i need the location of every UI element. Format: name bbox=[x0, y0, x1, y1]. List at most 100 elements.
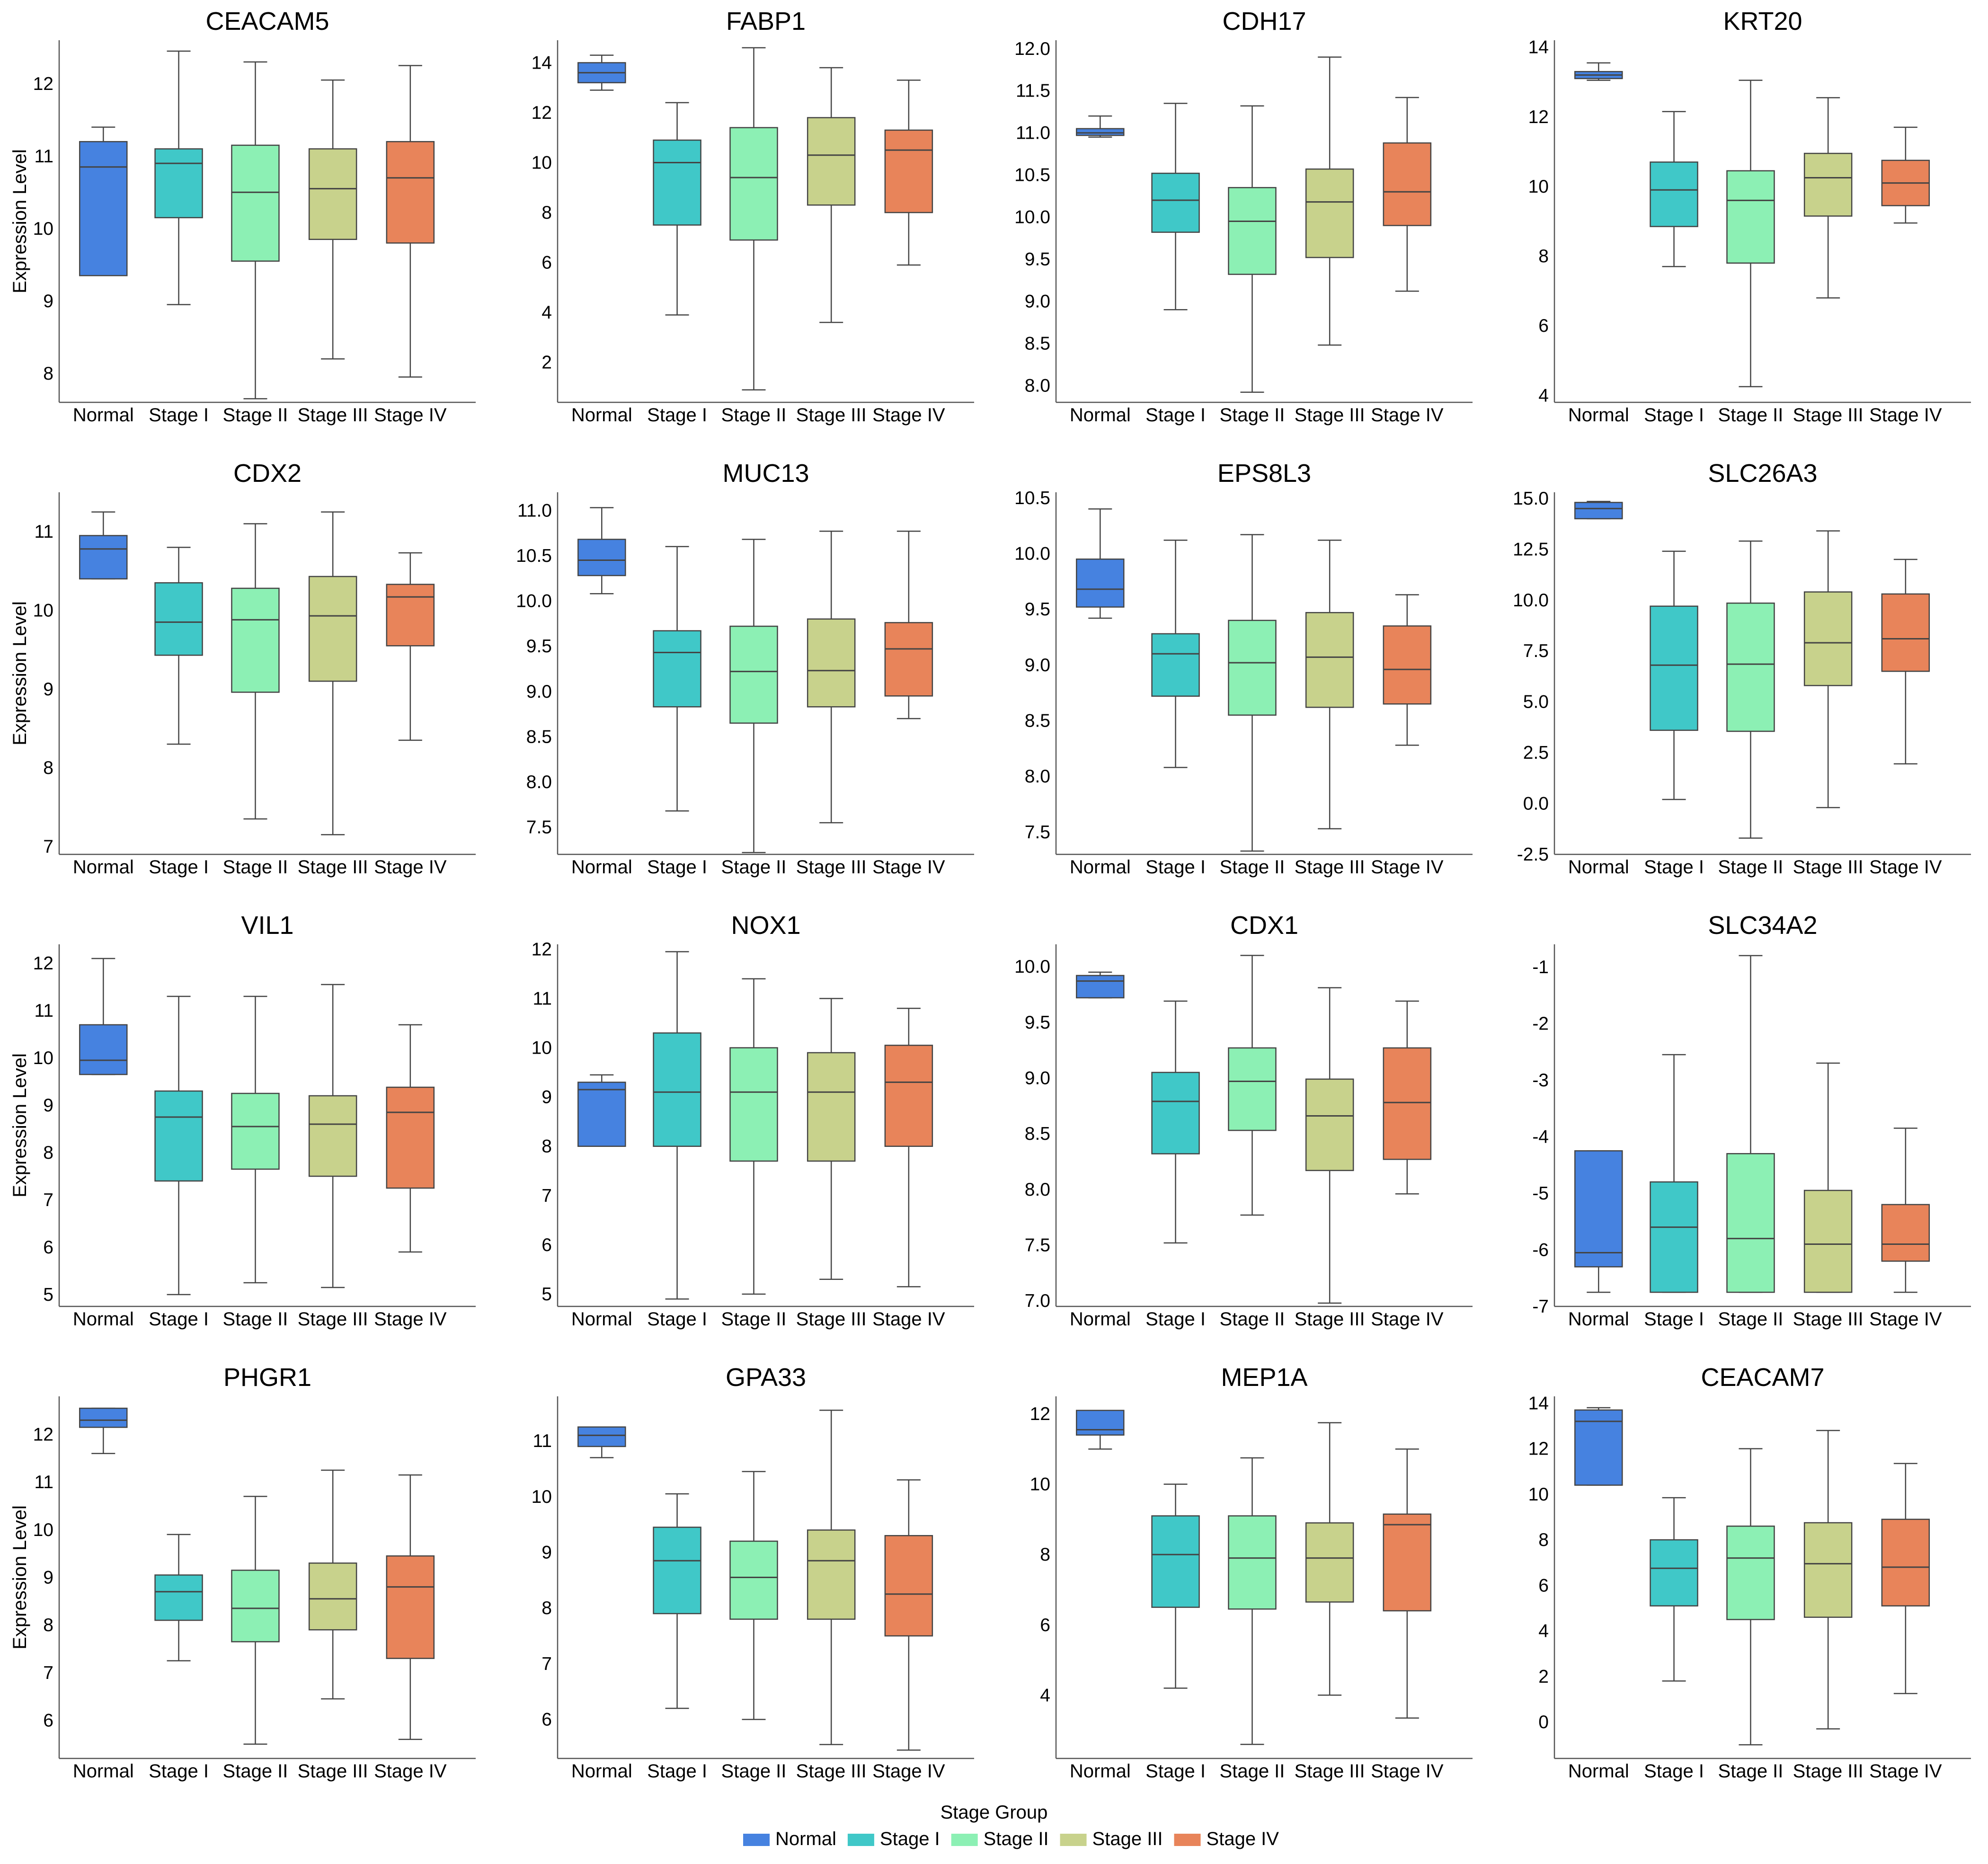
box-stage-iv bbox=[386, 552, 435, 741]
x-tick-label: Stage II bbox=[1718, 1761, 1784, 1782]
box-stage-iv bbox=[1881, 1463, 1930, 1695]
y-tick-label: -1 bbox=[1532, 957, 1549, 977]
y-tick-label: 8.0 bbox=[1025, 1180, 1050, 1200]
x-tick-label: Stage I bbox=[1145, 405, 1206, 426]
x-tick-label: Stage I bbox=[149, 1309, 209, 1330]
x-tick-label: Normal bbox=[571, 405, 632, 426]
box-stage-iv bbox=[1383, 97, 1432, 292]
box-stage-iv bbox=[1881, 126, 1930, 224]
x-tick-label: Stage I bbox=[1644, 857, 1704, 878]
box-iqr bbox=[1151, 633, 1200, 697]
box-iqr bbox=[729, 1540, 778, 1620]
x-tick-label: Stage I bbox=[647, 857, 707, 878]
panel-ceacam5: CEACAM5 8 9 10 11 12 Expression Level Normal Sta… bbox=[9, 7, 476, 426]
y-tick-label: 8 bbox=[43, 758, 53, 778]
y-tick-label: 12 bbox=[1528, 107, 1549, 127]
y-tick-label: 6 bbox=[1538, 316, 1549, 336]
x-tick-label: Stage IV bbox=[1869, 857, 1942, 878]
y-tick-label: 9.5 bbox=[1025, 599, 1050, 620]
y-tick-label: 7.0 bbox=[1025, 1291, 1050, 1311]
box-stage-iv bbox=[1383, 1448, 1432, 1719]
box-iqr bbox=[386, 141, 435, 244]
y-tick-label: 12 bbox=[532, 939, 552, 959]
x-tick-label: Stage III bbox=[1793, 857, 1864, 878]
x-tick-label: Stage II bbox=[1718, 1309, 1784, 1330]
x-tick-label: Stage III bbox=[298, 1761, 368, 1782]
x-tick-label: Normal bbox=[571, 857, 632, 878]
box-iqr bbox=[1305, 612, 1354, 708]
box-iqr bbox=[729, 127, 778, 241]
legend-item-normal: Normal bbox=[743, 1828, 836, 1849]
y-tick-label: 9.5 bbox=[1025, 1012, 1050, 1033]
x-tick-label: Stage IV bbox=[872, 1761, 945, 1782]
x-tick-label: Stage I bbox=[1145, 1761, 1206, 1782]
box-stage-iii bbox=[807, 530, 856, 824]
box-iqr bbox=[154, 582, 203, 656]
y-tick-label: 7.5 bbox=[1025, 822, 1050, 843]
x-tick-label: Stage IV bbox=[1869, 1761, 1942, 1782]
x-tick-label: Stage I bbox=[149, 1761, 209, 1782]
y-tick-label: 14 bbox=[532, 53, 552, 73]
y-tick-label: 11 bbox=[533, 988, 552, 1009]
box-iqr bbox=[653, 630, 701, 708]
y-tick-label: 11.5 bbox=[1016, 81, 1050, 101]
box-iqr bbox=[1881, 1518, 1930, 1607]
box-iqr bbox=[653, 1032, 701, 1147]
box-iqr bbox=[1383, 625, 1432, 705]
y-tick-label: 12.0 bbox=[1014, 39, 1050, 59]
y-axis-label: Expression Level bbox=[9, 1053, 30, 1198]
box-iqr bbox=[729, 1047, 778, 1162]
box-stage-ii bbox=[231, 523, 280, 820]
box-stage-i bbox=[1650, 550, 1698, 800]
box-normal bbox=[1574, 1150, 1623, 1293]
box-stage-iv bbox=[386, 1474, 435, 1740]
y-tick-label: 5 bbox=[43, 1285, 53, 1305]
box-stage-iii bbox=[1305, 987, 1354, 1304]
x-tick-label: Stage I bbox=[1644, 1309, 1704, 1330]
box-iqr bbox=[1305, 168, 1354, 258]
box-stage-ii bbox=[231, 61, 280, 399]
x-tick-label: Stage IV bbox=[872, 857, 945, 878]
box-iqr bbox=[1803, 1189, 1853, 1293]
y-tick-label: 7 bbox=[43, 1663, 53, 1683]
box-stage-iv bbox=[1881, 559, 1930, 764]
box-stage-ii bbox=[729, 47, 778, 391]
x-tick-label: Stage II bbox=[1718, 857, 1784, 878]
x-tick-label: Normal bbox=[1070, 1309, 1131, 1330]
panel-title: SLC34A2 bbox=[1708, 911, 1817, 940]
y-tick-label: 11.0 bbox=[1016, 123, 1050, 143]
x-tick-label: Stage III bbox=[1793, 405, 1864, 426]
y-tick-label: 9.0 bbox=[1025, 1068, 1050, 1088]
box-stage-iii bbox=[1305, 539, 1354, 830]
box-stage-ii bbox=[1726, 1448, 1775, 1746]
y-tick-label: 2 bbox=[541, 353, 552, 373]
box-stage-iv bbox=[884, 530, 933, 719]
box-normal bbox=[1076, 115, 1125, 138]
y-tick-label: 4 bbox=[541, 302, 552, 323]
panel-title: NOX1 bbox=[731, 911, 800, 940]
box-iqr bbox=[884, 1535, 933, 1637]
box-stage-iv bbox=[884, 80, 933, 266]
panel-title: GPA33 bbox=[726, 1363, 806, 1392]
box-normal bbox=[1574, 1407, 1623, 1486]
y-tick-label: 10 bbox=[1528, 1484, 1549, 1505]
y-tick-label: 8 bbox=[43, 1615, 53, 1635]
x-tick-label: Stage III bbox=[1295, 405, 1365, 426]
y-tick-label: 11 bbox=[533, 1431, 552, 1451]
y-tick-label: 6 bbox=[541, 1710, 552, 1730]
y-tick-label: 8 bbox=[541, 203, 552, 223]
y-tick-label: 6 bbox=[1040, 1615, 1050, 1635]
y-tick-label: 10.0 bbox=[1513, 590, 1549, 611]
box-normal bbox=[1076, 971, 1125, 999]
x-tick-label: Normal bbox=[1070, 857, 1131, 878]
box-stage-iv bbox=[1383, 1000, 1432, 1195]
y-tick-label: 10 bbox=[532, 153, 552, 173]
panel-cdx1: CDX1 7.0 7.5 8.0 8.5 9.0 9.5 10.0 Normal Stage I S… bbox=[1014, 911, 1473, 1330]
box-stage-ii bbox=[231, 1496, 280, 1745]
x-tick-label: Normal bbox=[1070, 405, 1131, 426]
box-iqr bbox=[1383, 1513, 1432, 1612]
box-iqr bbox=[1726, 170, 1775, 264]
box-iqr bbox=[1803, 1522, 1853, 1618]
y-tick-label: -3 bbox=[1532, 1070, 1549, 1091]
box-iqr bbox=[386, 1555, 435, 1659]
